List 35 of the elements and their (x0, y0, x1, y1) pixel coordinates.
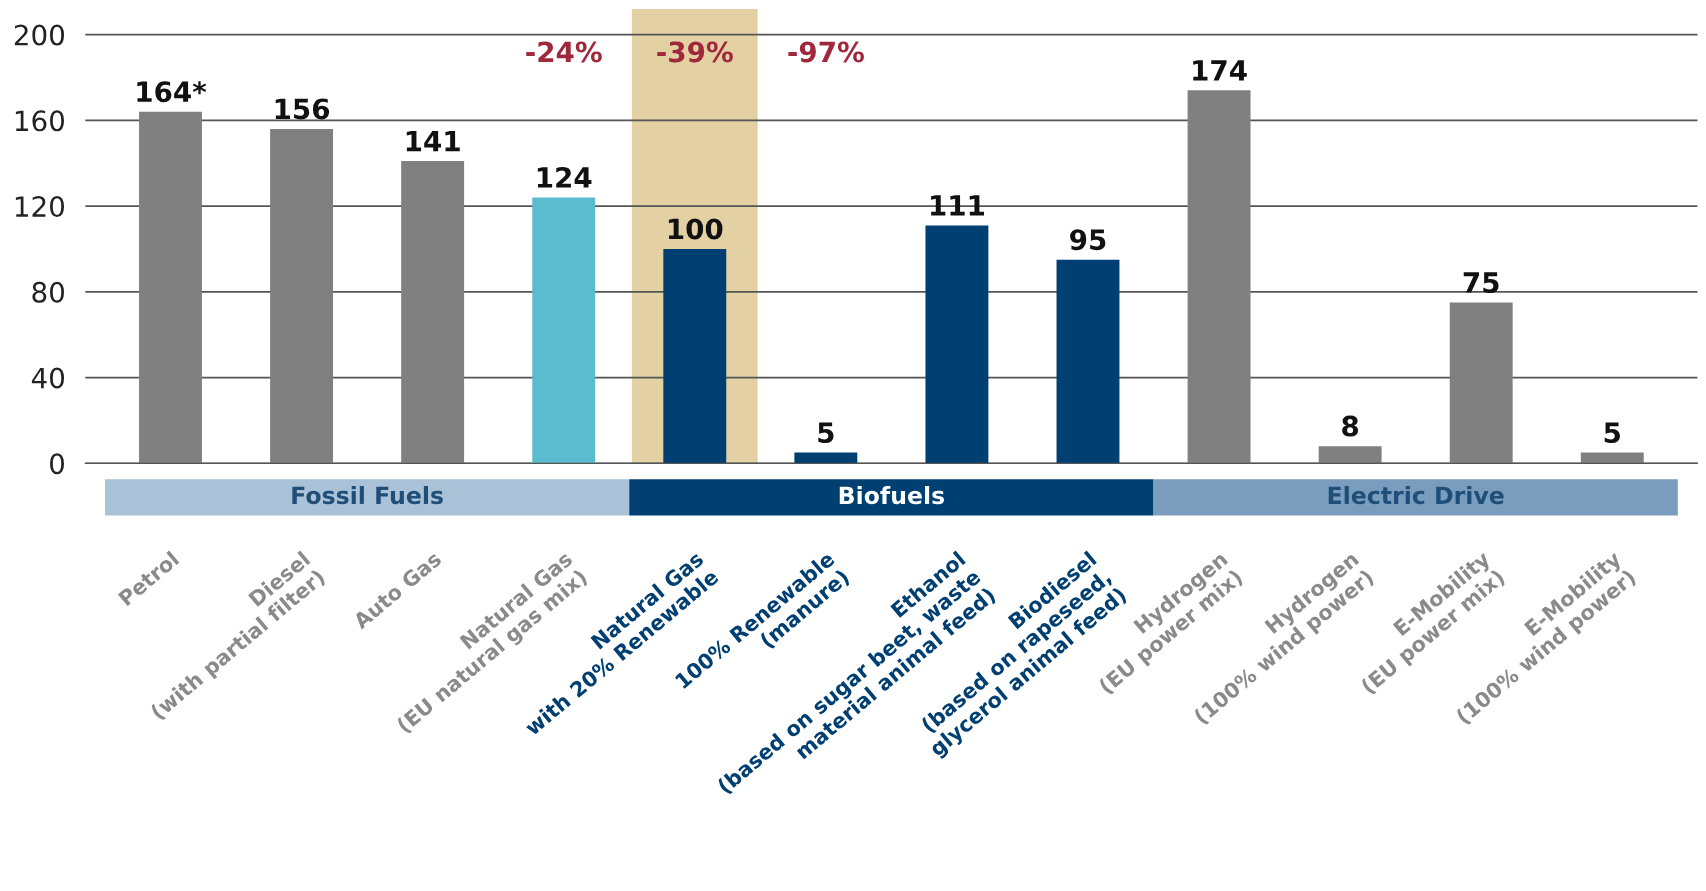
text: Fossil Fuels (292, 485, 443, 505)
data-label: 75 (1463, 272, 1499, 294)
bar (270, 128, 334, 464)
data-label: 5 (1604, 422, 1620, 444)
data-label: 164* (137, 81, 207, 103)
bar (401, 161, 465, 464)
data-label: 8 (1342, 415, 1359, 437)
data-label: 156 (275, 98, 330, 120)
data-label: 100 (668, 218, 723, 240)
text: Biofuels (839, 485, 945, 505)
y-tick-label: 120 (15, 196, 65, 218)
y-tick-label: 0 (50, 453, 65, 475)
text: Electric Drive (1328, 485, 1504, 505)
data-label: 95 (1070, 229, 1106, 251)
bar (1318, 446, 1382, 464)
data-label: 174 (1193, 60, 1247, 81)
bar (1187, 90, 1251, 464)
y-tick-label: 80 (32, 281, 65, 303)
annotation: -39% (657, 41, 733, 63)
y-tick-label: 160 (15, 110, 65, 132)
y-tick-label: 40 (31, 367, 65, 389)
bar (1449, 302, 1513, 464)
bar (1056, 259, 1120, 464)
bar (663, 248, 727, 464)
annotation: -24% (526, 41, 602, 63)
data-label: 5 (818, 422, 834, 444)
data-label: 141 (406, 130, 460, 152)
data-label: 124 (537, 166, 592, 188)
bar (794, 452, 858, 464)
bar (139, 111, 202, 464)
y-tick-label: 200 (14, 24, 65, 46)
annotation: -97% (788, 41, 864, 63)
bar (532, 197, 596, 464)
bar (925, 225, 989, 464)
bar (1580, 452, 1644, 464)
